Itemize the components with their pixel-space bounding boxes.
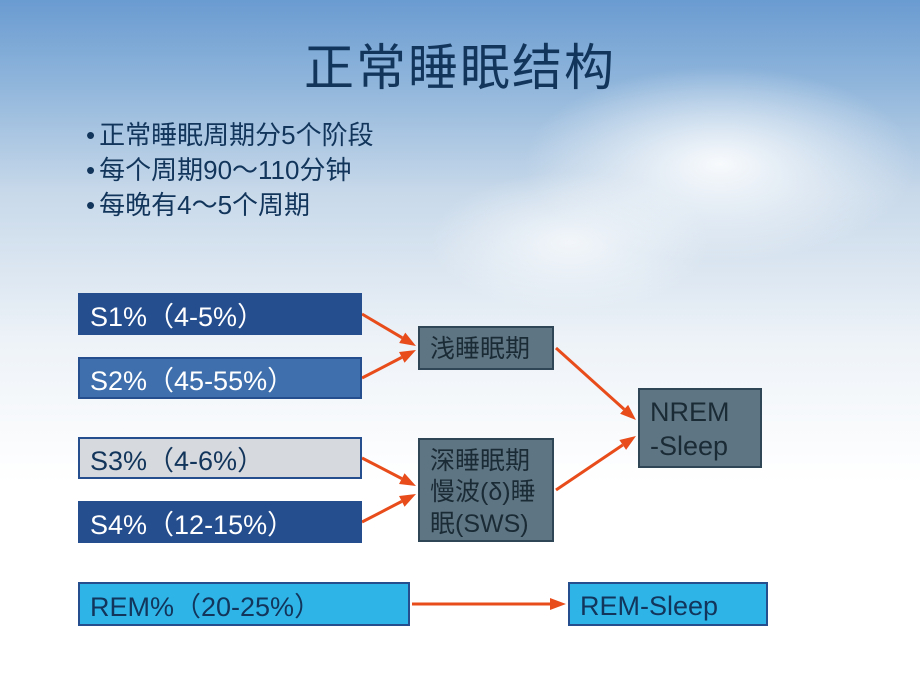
- stage-box-deep: 深睡眠期慢波(δ)睡眠(SWS): [418, 438, 554, 542]
- bullet-item: 每晚有4～5个周期: [86, 188, 374, 223]
- stage-box-s1: S1%（4-5%）: [78, 293, 362, 335]
- slide-title: 正常睡眠结构: [0, 28, 920, 100]
- bullet-item: 每个周期90～110分钟: [86, 153, 374, 188]
- stage-box-s3: S3%（4-6%）: [78, 437, 362, 479]
- stage-box-nrem: NREM-Sleep: [638, 388, 762, 468]
- stage-box-remsleep: REM-Sleep: [568, 582, 768, 626]
- stage-box-rem: REM%（20-25%）: [78, 582, 410, 626]
- stage-box-light: 浅睡眠期: [418, 326, 554, 370]
- bullet-item: 正常睡眠周期分5个阶段: [86, 118, 374, 153]
- stage-box-s2: S2%（45-55%）: [78, 357, 362, 399]
- stage-box-s4: S4%（12-15%）: [78, 501, 362, 543]
- bullet-list: 正常睡眠周期分5个阶段 每个周期90～110分钟 每晚有4～5个周期: [86, 118, 374, 223]
